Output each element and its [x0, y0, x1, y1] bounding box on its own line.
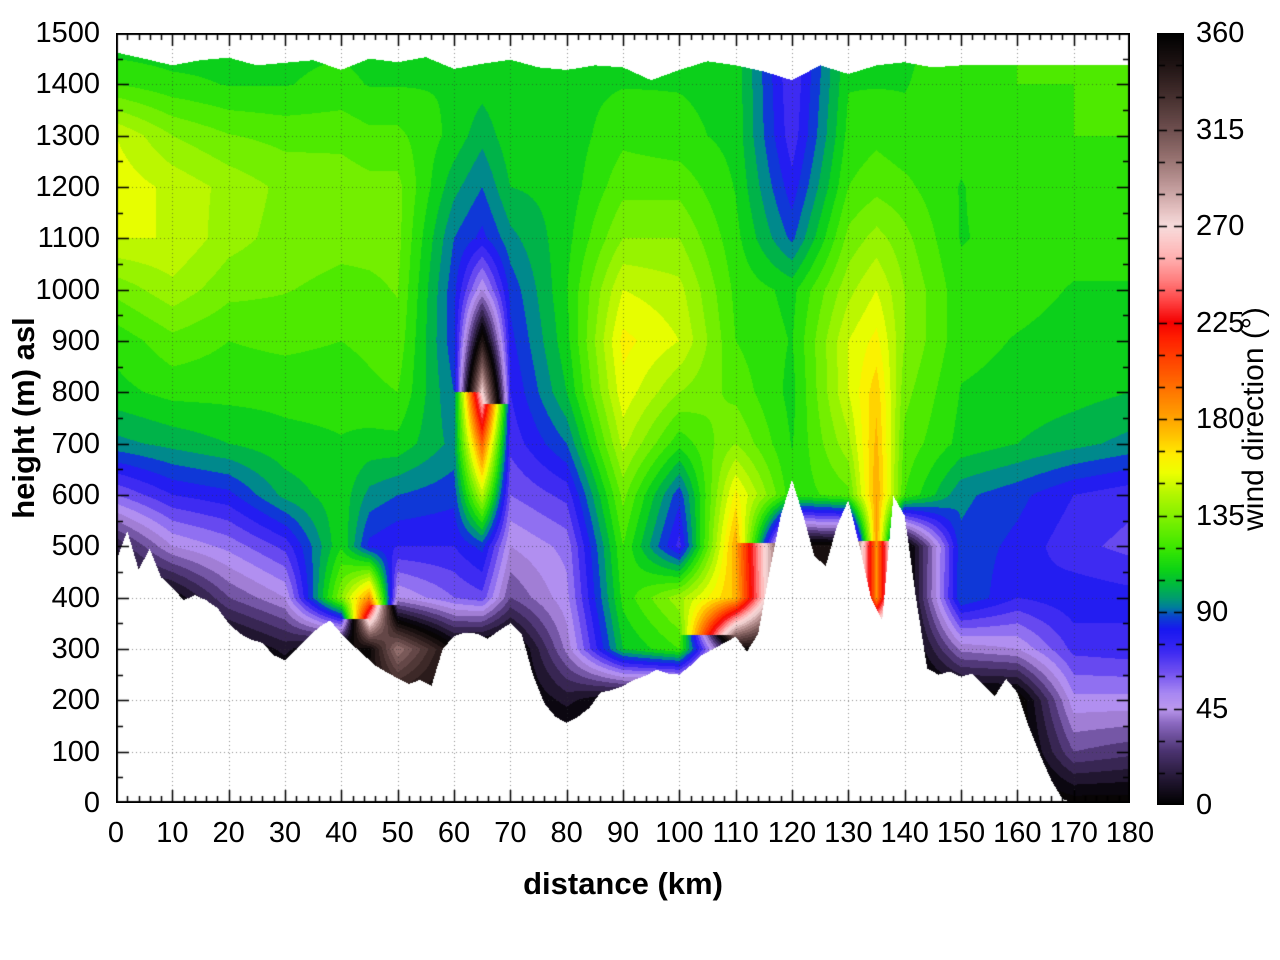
colorbar-tick-label: 0 [1196, 789, 1213, 821]
x-tick-label: 40 [325, 817, 358, 849]
colorbar-tick-label: 270 [1196, 210, 1245, 242]
x-tick-label: 50 [381, 817, 414, 849]
y-tick-label: 300 [51, 633, 100, 665]
x-tick-label: 120 [767, 817, 817, 849]
y-tick-label: 800 [51, 376, 100, 409]
y-tick-label: 1400 [35, 68, 100, 101]
y-tick-label: 1000 [35, 273, 100, 306]
x-tick-label: 0 [107, 817, 125, 849]
x-tick-label: 80 [550, 817, 583, 849]
x-tick-label: 60 [437, 817, 471, 849]
x-tick-label: 150 [936, 817, 986, 849]
colorbar [1157, 33, 1184, 805]
heatmap-canvas [116, 33, 1130, 803]
y-tick-label: 600 [51, 479, 100, 511]
x-tick-label: 70 [494, 817, 527, 849]
colorbar-tick-label: 225 [1196, 306, 1245, 339]
x-tick-label: 160 [993, 817, 1042, 849]
x-tick-label: 110 [712, 817, 759, 849]
x-axis-title: distance (km) [523, 866, 723, 901]
x-tick-label: 30 [268, 817, 302, 849]
colorbar-tick-label: 135 [1196, 499, 1245, 532]
colorbar-tick-label: 180 [1196, 403, 1245, 435]
colorbar-tick-label: 90 [1196, 596, 1229, 628]
y-tick-label: 1200 [35, 171, 100, 203]
y-tick-label: 1100 [37, 222, 100, 255]
y-tick-label: 200 [51, 684, 100, 717]
colorbar-tick-label: 360 [1196, 17, 1245, 49]
x-tick-label: 130 [824, 817, 873, 849]
x-tick-label: 140 [880, 817, 929, 849]
y-tick-label: 400 [51, 581, 100, 614]
y-tick-label: 900 [51, 325, 100, 357]
y-tick-label: 500 [51, 530, 100, 563]
colorbar-tick-label: 315 [1196, 113, 1245, 146]
y-tick-label: 1500 [35, 17, 100, 49]
y-tick-label: 700 [51, 427, 100, 460]
x-tick-label: 170 [1049, 817, 1098, 849]
y-tick-label: 100 [51, 735, 100, 768]
x-tick-label: 90 [606, 817, 640, 849]
y-tick-label: 0 [83, 787, 100, 819]
x-tick-label: 100 [655, 817, 704, 849]
plot-area [116, 33, 1130, 803]
x-tick-label: 20 [212, 817, 245, 849]
colorbar-canvas [1157, 33, 1184, 805]
x-tick-label: 180 [1105, 817, 1155, 849]
y-tick-label: 1300 [35, 119, 100, 152]
colorbar-tick-label: 45 [1196, 692, 1229, 725]
x-tick-label: 10 [156, 817, 189, 849]
